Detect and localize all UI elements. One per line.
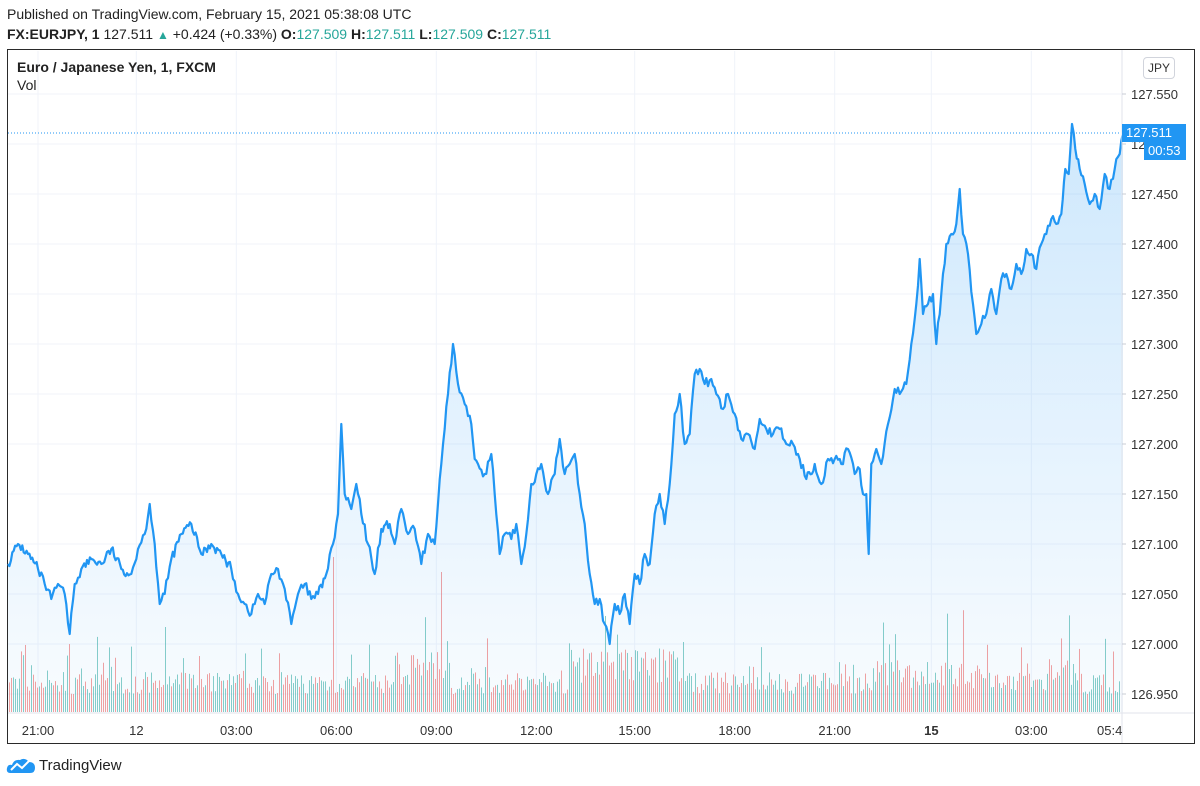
last-price-label: 127.511 — [1122, 124, 1186, 142]
symbol-legend: FX:EURJPY, 1 127.511 ▲ +0.424 (+0.33%) O… — [7, 26, 551, 42]
price-tick-label: 127.400 — [1131, 237, 1178, 252]
close-label: C: — [486, 26, 502, 42]
price-tick-label: 127.550 — [1131, 87, 1178, 102]
change-value: +0.424 (+0.33%) — [172, 26, 278, 42]
price-tick-label: 127.250 — [1131, 387, 1178, 402]
close-value: 127.511 — [501, 26, 552, 42]
price-tick-label: 127.450 — [1131, 187, 1178, 202]
tradingview-logo[interactable]: TradingView — [6, 755, 122, 775]
price-tick-label: 126.950 — [1131, 687, 1178, 702]
high-value: 127.511 — [365, 26, 416, 42]
price-area-fill — [8, 124, 1123, 712]
price-line — [7, 122, 1125, 646]
time-tick-label: 09:00 — [420, 723, 453, 738]
time-tick-label: 18:00 — [718, 723, 751, 738]
time-tick-label: 21:00 — [818, 723, 851, 738]
countdown-label: 00:53 — [1144, 142, 1186, 160]
currency-button[interactable]: JPY — [1143, 57, 1175, 79]
pane-title: Euro / Japanese Yen, 1, FXCM — [17, 59, 216, 75]
open-label: O: — [280, 26, 297, 42]
open-value: 127.509 — [296, 26, 348, 42]
price-tick-label: 127.300 — [1131, 337, 1178, 352]
time-tick-label: 15 — [924, 723, 938, 738]
up-arrow-icon: ▲ — [156, 28, 169, 42]
price-tick-label: 127.150 — [1131, 487, 1178, 502]
price-tick-label: 127.050 — [1131, 587, 1178, 602]
last-price: 127.511 — [103, 26, 154, 42]
cloud-logo-icon — [6, 758, 36, 773]
high-label: H: — [350, 26, 366, 42]
time-tick-label: 12:00 — [520, 723, 553, 738]
published-note: Published on TradingView.com, February 1… — [7, 6, 412, 22]
low-label: L: — [419, 26, 433, 42]
time-axis[interactable]: 21:00 12 03:00 06:00 09:00 12:00 15:00 18:00 21:… — [22, 723, 1123, 738]
time-tick-label: 03:00 — [220, 723, 253, 738]
price-tick-label: 127.350 — [1131, 287, 1178, 302]
price-tick-label: 127.200 — [1131, 437, 1178, 452]
price-tick-label: 127.100 — [1131, 537, 1178, 552]
time-tick-label: 21:00 — [22, 723, 55, 738]
brand-name: TradingView — [39, 756, 122, 774]
symbol-name: FX:EURJPY, 1 — [7, 26, 100, 42]
time-tick-label: 06:00 — [320, 723, 353, 738]
time-tick-label: 12 — [129, 723, 143, 738]
low-value: 127.509 — [432, 26, 484, 42]
price-tick-label: 127.000 — [1131, 637, 1178, 652]
time-tick-label: 03:00 — [1015, 723, 1048, 738]
volume-label: Vol — [17, 77, 37, 93]
time-tick-label: 05:4 — [1097, 723, 1122, 738]
time-tick-label: 15:00 — [618, 723, 651, 738]
chart-frame[interactable] — [7, 49, 1195, 744]
price-axis[interactable]: 127.550127.500127.450127.400127.350127.3… — [1122, 87, 1178, 702]
